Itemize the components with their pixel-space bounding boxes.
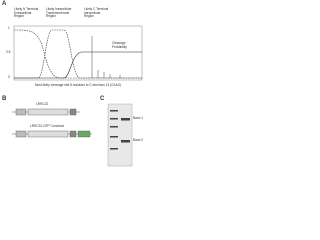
region-label: Likely C Terminal Intracellular Region xyxy=(84,7,109,19)
region-label: Likely Intracellular Transmembrane Regio… xyxy=(46,7,72,19)
figure-graphics xyxy=(12,25,143,167)
figure: A Likely N Terminal Extracellular Region… xyxy=(0,0,150,172)
gel-bands xyxy=(110,110,130,150)
y-tick-label: 0.5 xyxy=(6,50,11,54)
x-axis-label: Most likely cleavage site 8 residues to … xyxy=(34,83,122,87)
cleavage-spikes xyxy=(91,36,121,78)
legend-label: Cleavage Probability xyxy=(112,41,127,49)
plot-frame xyxy=(13,25,143,81)
panel-label: C xyxy=(100,96,105,102)
extracellular-curve xyxy=(13,29,142,79)
band-label: Band 2 xyxy=(133,138,144,142)
band-label: Band 1 xyxy=(133,116,144,120)
intracellular-curve xyxy=(14,51,142,79)
panel-label: A xyxy=(2,1,7,7)
construct-label: LRRC32 xyxy=(36,102,49,106)
region-label: Likely N Terminal Extracellular Region xyxy=(14,7,39,19)
transmembrane-curve xyxy=(14,29,142,79)
construct-diagram xyxy=(12,108,92,138)
panel-label: B xyxy=(2,96,7,102)
construct-label: LRRC32 GFP Construct xyxy=(30,124,65,128)
y-tick-label: 0 xyxy=(8,75,10,79)
gel xyxy=(107,103,133,167)
y-tick-label: 1 xyxy=(8,26,10,30)
